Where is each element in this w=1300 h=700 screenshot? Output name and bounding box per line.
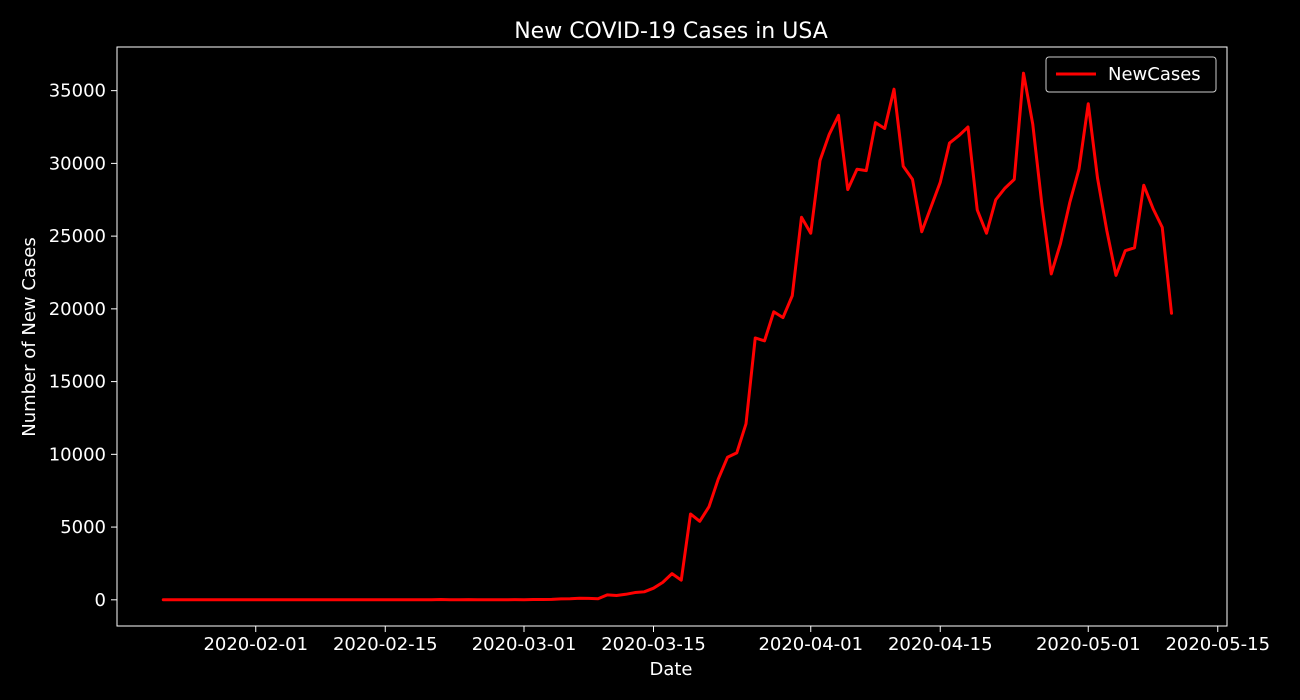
y-tick-label: 35000 <box>49 81 106 102</box>
legend-label-newcases: NewCases <box>1108 64 1201 85</box>
series-line-newcases <box>161 71 1173 602</box>
legend-box <box>1045 56 1217 93</box>
x-tick-label: 2020-02-15 <box>333 634 438 655</box>
chart-title: New COVID-19 Cases in USA <box>514 19 828 44</box>
x-tick-label: 2020-03-01 <box>472 634 577 655</box>
x-tick-label: 2020-03-15 <box>601 634 706 655</box>
x-tick-label: 2020-02-01 <box>203 634 308 655</box>
y-tick-label: 30000 <box>49 153 106 174</box>
y-axis-label: Number of New Cases <box>19 237 40 437</box>
series-layer <box>161 71 1173 602</box>
plot-area-frame <box>116 46 1228 627</box>
y-tick-label: 10000 <box>49 444 106 465</box>
legend: NewCases <box>1045 56 1217 93</box>
y-axis-ticks: 0 5000 10000 15000 20000 25000 30000 35000 <box>49 81 117 611</box>
y-tick-label: 25000 <box>49 226 106 247</box>
y-tick-label: 15000 <box>49 372 106 393</box>
x-tick-label: 2020-04-01 <box>758 634 863 655</box>
y-tick-label: 0 <box>95 590 106 611</box>
x-tick-label: 2020-05-01 <box>1036 634 1141 655</box>
y-tick-label: 5000 <box>60 517 106 538</box>
x-tick-label: 2020-04-15 <box>888 634 993 655</box>
x-axis-label: Date <box>649 659 692 680</box>
x-axis-ticks: 2020-02-01 2020-02-15 2020-03-01 2020-03-15… <box>203 626 1270 655</box>
x-tick-label: 2020-05-15 <box>1165 634 1270 655</box>
y-tick-label: 20000 <box>49 299 106 320</box>
